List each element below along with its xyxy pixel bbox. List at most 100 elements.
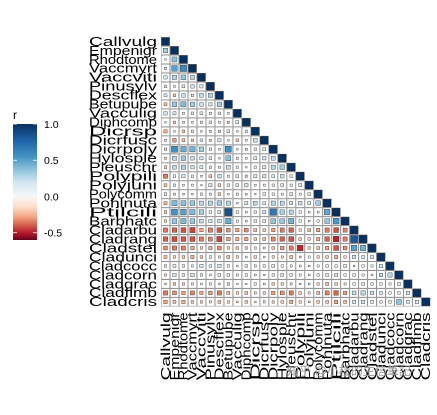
heatmap-square — [281, 192, 284, 196]
heatmap-square — [226, 237, 231, 242]
heatmap-square — [200, 300, 203, 304]
heatmap-square — [298, 300, 302, 304]
heatmap-square — [280, 290, 285, 296]
heatmap-square — [279, 209, 285, 215]
heatmap-square — [254, 246, 257, 250]
row-label: Dicrsp — [89, 125, 157, 139]
heatmap-square — [236, 264, 239, 268]
heatmap-square — [235, 228, 240, 232]
heatmap-square — [289, 201, 294, 205]
heatmap-square — [199, 219, 204, 224]
heatmap-square — [163, 290, 168, 296]
heatmap-square — [189, 227, 196, 233]
heatmap-square — [262, 201, 266, 205]
heatmap-square — [288, 227, 294, 233]
heatmap-square — [271, 174, 275, 178]
heatmap-square — [262, 174, 267, 179]
heatmap-square — [172, 282, 176, 286]
heatmap-square — [325, 264, 329, 268]
heatmap-square — [190, 255, 195, 259]
heatmap-square — [209, 111, 212, 115]
row-label: Cladstel — [89, 241, 157, 255]
heatmap-square — [262, 291, 266, 295]
heatmap-square — [325, 255, 329, 259]
heatmap-square — [289, 264, 293, 268]
heatmap-square — [269, 145, 278, 154]
heatmap-square — [226, 246, 230, 250]
heatmap-square — [208, 120, 212, 124]
heatmap-square — [199, 228, 204, 232]
heatmap-square — [181, 93, 186, 98]
heatmap-square — [191, 129, 194, 133]
heatmap-square — [182, 121, 185, 124]
heatmap-square — [181, 273, 185, 277]
heatmap-square — [315, 200, 321, 206]
heatmap-square — [217, 210, 222, 214]
heatmap-square — [316, 264, 320, 268]
heatmap-square — [227, 121, 230, 124]
heatmap-square — [269, 208, 277, 216]
heatmap-cells — [161, 37, 431, 307]
heatmap-square — [236, 282, 239, 285]
heatmap-square — [198, 146, 204, 152]
heatmap-square — [324, 218, 330, 224]
heatmap-square — [280, 255, 284, 259]
heatmap-square — [181, 255, 185, 259]
heatmap-square — [206, 82, 215, 91]
heatmap-square — [172, 75, 177, 80]
heatmap-square — [316, 273, 320, 277]
heatmap-square — [334, 282, 338, 286]
heatmap-square — [208, 156, 212, 160]
heatmap-square — [164, 147, 167, 151]
column-label: Dicrpoly — [267, 311, 281, 380]
heatmap-square — [217, 138, 222, 143]
heatmap-square — [406, 300, 410, 304]
heatmap-square — [342, 236, 348, 242]
heatmap-square — [388, 282, 392, 286]
heatmap-square — [379, 282, 383, 286]
heatmap-square — [280, 264, 284, 268]
heatmap-square — [244, 300, 248, 304]
row-label: Ptilcili — [89, 205, 157, 219]
column-label: Pleuschr — [285, 312, 299, 380]
heatmap-square — [163, 210, 168, 214]
heatmap-square — [172, 111, 177, 116]
heatmap-square — [307, 237, 311, 241]
heatmap-square — [387, 272, 393, 278]
column-label: Cladcocc — [383, 312, 397, 380]
heatmap-square — [271, 236, 276, 242]
heatmap-square — [279, 200, 285, 206]
heatmap-square — [316, 246, 320, 250]
heatmap-square — [352, 300, 356, 304]
heatmap-square — [350, 226, 359, 235]
heatmap-square — [191, 121, 194, 124]
heatmap-square — [172, 273, 177, 277]
heatmap-square — [181, 300, 186, 304]
heatmap-square — [189, 218, 196, 224]
heatmap-square — [308, 282, 311, 286]
heatmap-square — [298, 210, 302, 214]
heatmap-square — [216, 200, 222, 206]
heatmap-square — [180, 200, 187, 206]
heatmap-square — [253, 147, 257, 151]
heatmap-square — [227, 112, 230, 115]
heatmap-square — [226, 291, 231, 295]
heatmap-square — [360, 290, 366, 296]
heatmap-square — [172, 264, 177, 268]
row-label: Descflex — [89, 89, 158, 103]
heatmap-square — [341, 217, 350, 226]
heatmap-square — [361, 299, 365, 304]
column-label: Pohlnuta — [320, 312, 334, 380]
heatmap-square — [208, 290, 213, 295]
heatmap-square — [307, 192, 311, 196]
heatmap-square — [251, 127, 260, 136]
heatmap-square — [271, 156, 276, 161]
heatmap-square — [171, 56, 178, 63]
row-label: Pohlnuta — [89, 196, 157, 210]
heatmap-square — [415, 299, 419, 304]
heatmap-square — [406, 291, 410, 295]
heatmap-square — [235, 174, 239, 178]
heatmap-square — [190, 300, 194, 304]
heatmap-square — [217, 183, 221, 187]
heatmap-square — [235, 183, 239, 187]
